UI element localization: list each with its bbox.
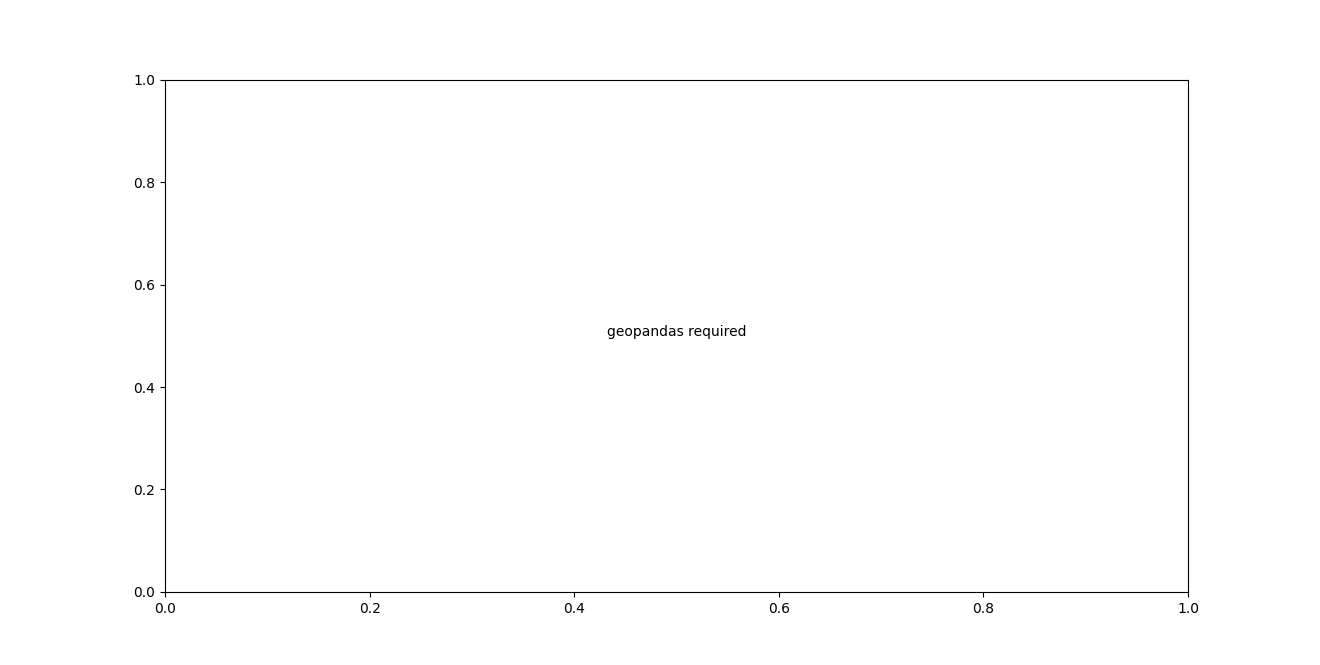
Text: geopandas required: geopandas required xyxy=(607,325,746,339)
